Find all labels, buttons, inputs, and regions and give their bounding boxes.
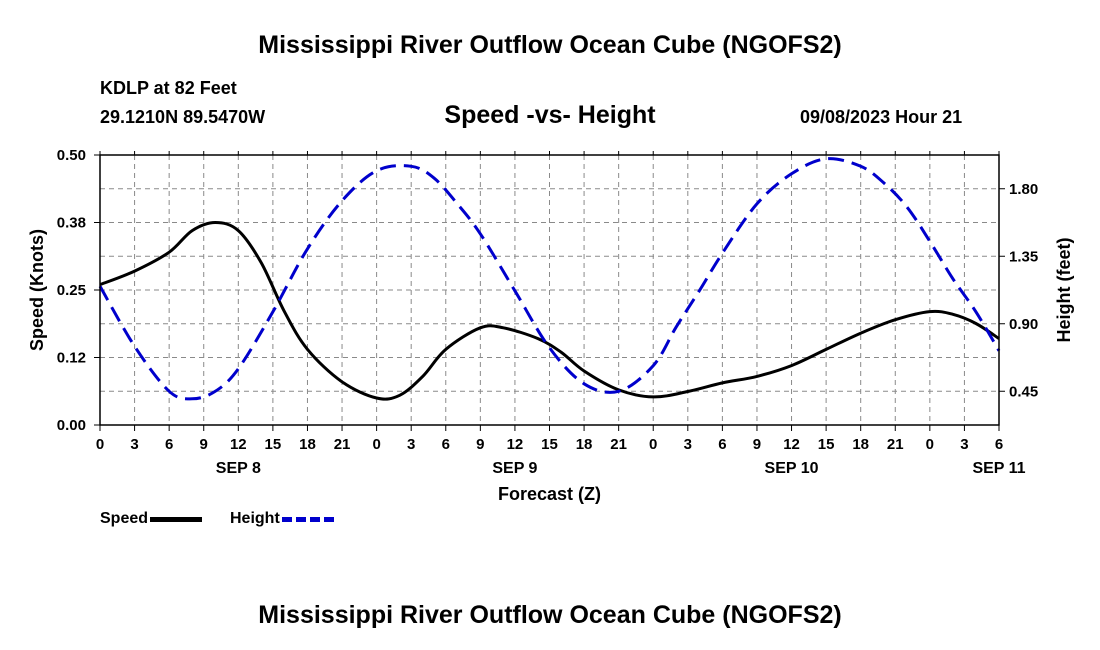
legend-height-swatch — [281, 516, 334, 522]
x-axis-label: Forecast (Z) — [498, 484, 601, 504]
y-right-tick-label: 1.35 — [1009, 248, 1038, 265]
y-axis-right-label: Height (feet) — [1054, 238, 1074, 343]
x-tick-label: 9 — [200, 436, 208, 453]
x-tick-label: 21 — [887, 436, 904, 453]
x-tick-label: 18 — [852, 436, 869, 453]
x-tick-label: 18 — [576, 436, 593, 453]
legend-height-label: Height — [230, 510, 280, 527]
station-label: KDLP at 82 Feet — [100, 78, 237, 98]
grid — [100, 155, 999, 425]
x-tick-label: 9 — [476, 436, 484, 453]
chart-title: Mississippi River Outflow Ocean Cube (NG… — [258, 31, 842, 59]
x-tick-label: 21 — [610, 436, 627, 453]
date-label: SEP 8 — [216, 460, 261, 477]
legend-speed-label: Speed — [100, 510, 149, 527]
x-tick-label: 6 — [165, 436, 173, 453]
series-line-speed — [99, 221, 1000, 401]
x-tick-label: 12 — [783, 436, 800, 453]
x-tick-label: 3 — [960, 436, 968, 453]
series-line-height — [98, 157, 1001, 401]
x-tick-label: 21 — [334, 436, 351, 453]
chart-subtitle: Speed -vs- Height — [444, 101, 656, 129]
x-tick-label: 0 — [372, 436, 380, 453]
date-label: SEP 9 — [492, 460, 537, 477]
legend-speed: Speed — [100, 510, 203, 528]
x-tick-label: 15 — [265, 436, 282, 453]
x-tick-label: 12 — [507, 436, 524, 453]
forecast-datetime: 09/08/2023 Hour 21 — [800, 107, 963, 127]
x-tick-label: 6 — [718, 436, 726, 453]
x-tick-label: 15 — [818, 436, 835, 453]
y-axis-left-label: Speed (Knots) — [27, 229, 47, 351]
y-right-tick-label: 1.80 — [1009, 181, 1038, 198]
y-left-tick-label: 0.00 — [57, 417, 86, 434]
x-tick-label: 6 — [442, 436, 450, 453]
x-tick-label: 18 — [299, 436, 316, 453]
x-tick-label: 12 — [230, 436, 247, 453]
y-right-tick-label: 0.45 — [1009, 383, 1038, 400]
y-left-tick-label: 0.50 — [57, 147, 86, 164]
axes: 0 3 6 9 12 15 18 21 0 3 6 9 12 15 18 21 0 3 6 9 12 15 18 21 0 3 6 S… — [57, 147, 1038, 477]
x-tick-label: 0 — [96, 436, 104, 453]
y-left-tick-label: 0.12 — [57, 350, 86, 367]
x-tick-label: 3 — [684, 436, 692, 453]
coordinates-label: 29.1210N 89.5470W — [100, 107, 266, 127]
x-tick-label: 6 — [995, 436, 1003, 453]
y-right-tick-label: 0.90 — [1009, 316, 1038, 333]
legend-height: Height — [230, 510, 334, 528]
x-tick-label: 3 — [407, 436, 415, 453]
date-label: SEP 10 — [765, 460, 819, 477]
date-label: SEP 11 — [972, 460, 1025, 477]
y-left-tick-label: 0.25 — [57, 282, 86, 299]
x-tick-label: 0 — [926, 436, 934, 453]
y-left-tick-label: 0.38 — [57, 215, 86, 232]
x-tick-label: 9 — [753, 436, 761, 453]
series-layer — [98, 157, 1001, 401]
x-tick-label: 15 — [541, 436, 558, 453]
legend-speed-swatch — [150, 516, 203, 522]
x-tick-label: 3 — [130, 436, 138, 453]
footer-title: Mississippi River Outflow Ocean Cube (NG… — [258, 601, 842, 629]
x-tick-label: 0 — [649, 436, 657, 453]
